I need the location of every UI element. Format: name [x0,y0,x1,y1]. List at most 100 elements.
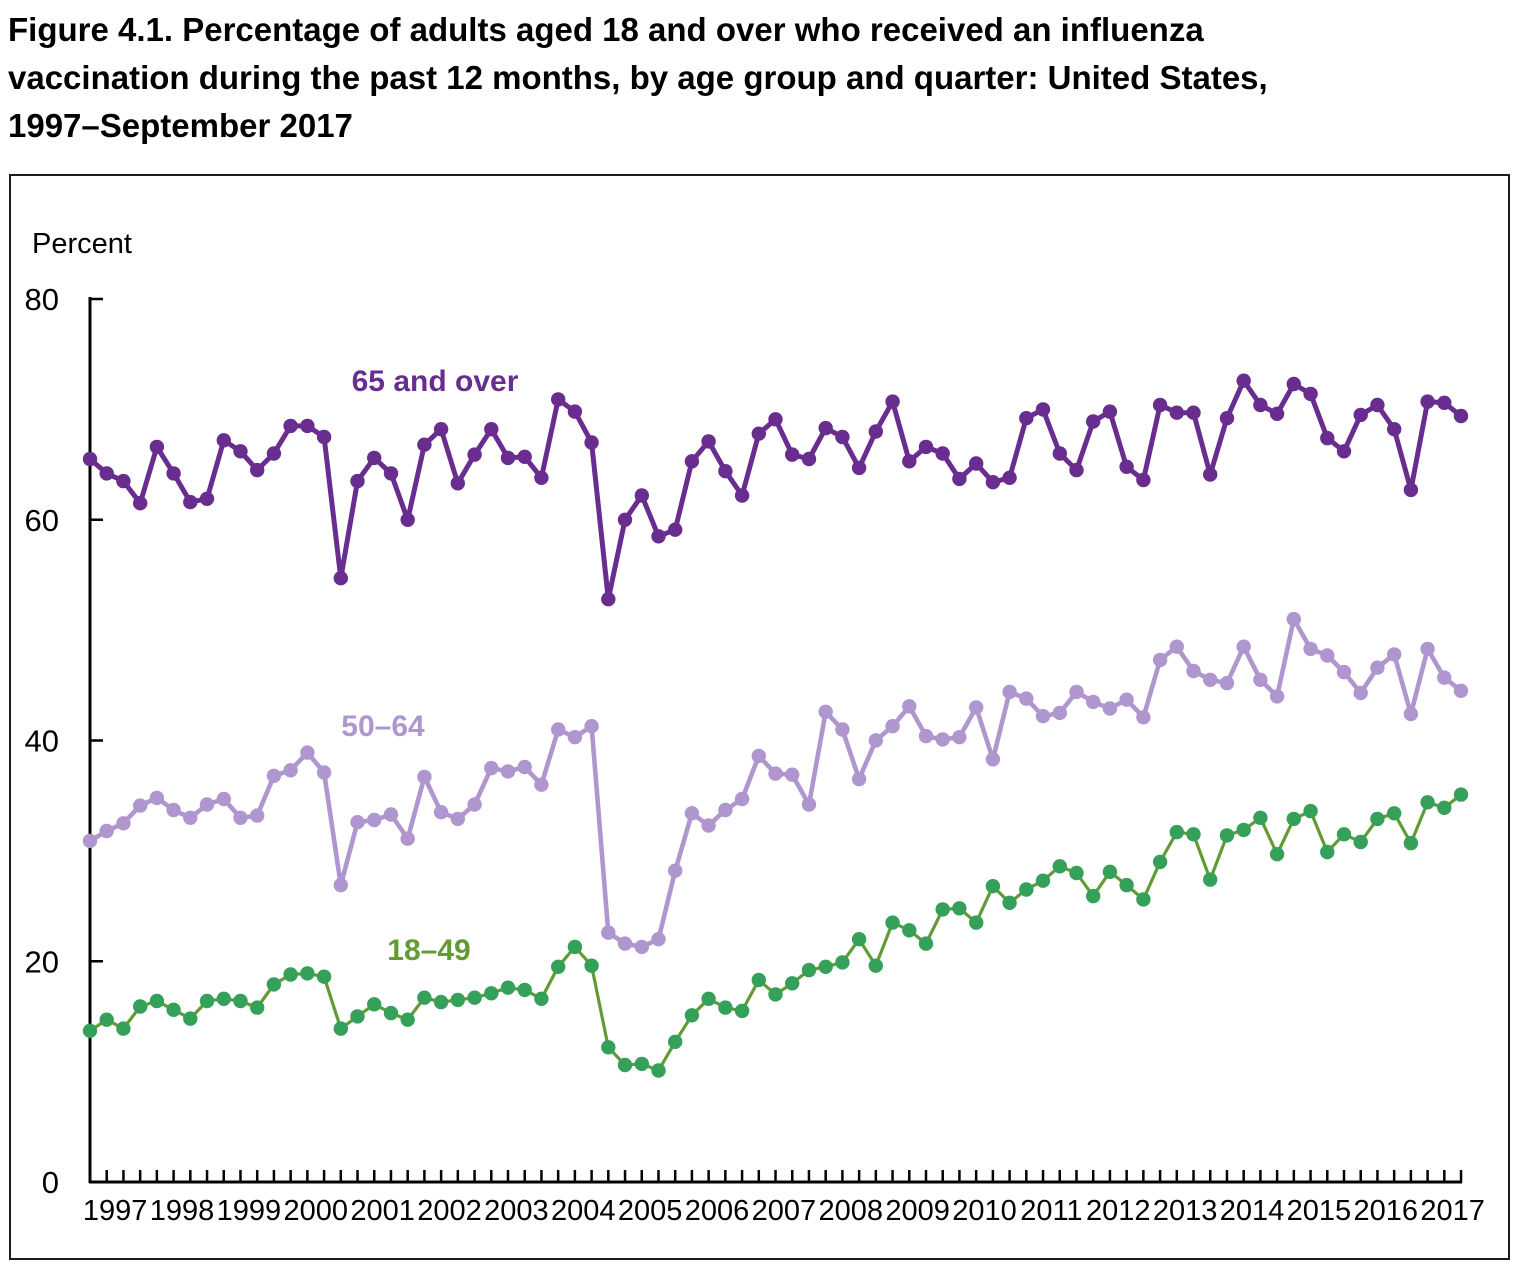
data-point [300,745,315,760]
data-point [450,811,465,827]
data-point [1086,414,1101,429]
data-point [383,1005,399,1021]
data-point [751,972,766,988]
figure-title-line-1: Figure 4.1. Percentage of adults aged 18… [8,11,1204,48]
data-point [316,429,332,445]
data-point [551,722,566,737]
data-point [99,1012,114,1027]
data-point [1186,663,1201,679]
data-point [99,466,114,481]
data-point [617,1057,633,1073]
data-point [634,939,649,955]
data-point [149,790,165,806]
data-point [751,748,766,764]
figure-title: Figure 4.1. Percentage of adults aged 18… [8,6,1524,150]
data-point [684,454,700,469]
data-point [500,450,516,466]
data-point [1169,405,1185,420]
data-point [885,719,900,734]
data-point [1453,683,1469,698]
data-point [517,449,532,464]
series-line [87,616,1464,950]
data-point [367,812,382,828]
x-year-label: 2001 [350,1195,415,1227]
data-point [133,798,148,813]
data-point [851,932,867,947]
data-point [952,901,967,916]
data-point [166,1002,181,1017]
data-point [1035,402,1051,417]
data-point [1286,811,1302,827]
data-point [1370,660,1385,675]
data-point [534,777,549,792]
data-point [133,999,148,1014]
x-year-label: 2013 [1153,1195,1218,1227]
data-point [400,512,415,527]
data-point [417,769,432,785]
data-point [283,967,298,982]
data-point [433,422,449,437]
data-point [1336,664,1352,680]
data-point [199,797,215,812]
data-point [467,990,482,1005]
data-point [734,488,750,503]
data-point [1320,844,1335,860]
data-point [1086,694,1101,710]
data-point [367,450,382,466]
data-point [551,959,566,974]
data-point [1119,692,1134,707]
data-point [433,994,449,1010]
data-point [400,831,415,846]
data-point [484,422,499,437]
y-tick-labels: 80 60 40 20 0 [25,282,59,1200]
data-point [233,810,248,825]
data-point [82,451,98,467]
data-point [935,446,950,461]
data-point [233,993,248,1009]
data-point [233,444,248,459]
data-point [868,958,883,973]
data-point [1102,701,1118,716]
x-year-label: 2005 [618,1195,683,1227]
data-point [1253,672,1268,687]
data-point [1035,873,1051,888]
data-point [668,1034,683,1049]
data-point [1286,376,1302,392]
data-point [918,439,934,455]
data-point [183,1011,198,1026]
data-point [400,1012,415,1027]
data-point [1387,806,1402,821]
series-line [88,792,1463,1073]
data-point [701,434,716,449]
data-point [484,760,499,776]
data-point [1186,405,1201,420]
data-point [1152,652,1168,668]
data-point [1387,422,1402,437]
data-point [534,470,549,485]
figure-title-line-2: vaccination during the past 12 months, b… [8,59,1268,96]
data-point [534,991,549,1006]
data-point [1152,854,1168,870]
data-point [183,494,198,510]
data-point [500,980,516,995]
data-point [316,969,332,984]
data-point [1203,467,1218,482]
x-year-label: 2009 [885,1195,950,1227]
data-point [266,977,282,992]
data-point [1203,872,1218,887]
data-point [902,699,917,714]
x-year-label: 2003 [484,1195,549,1227]
x-year-label: 2016 [1354,1195,1419,1227]
x-year-label: 2002 [417,1195,482,1227]
y-tick-label: 60 [25,503,59,538]
data-point [634,488,649,503]
data-point [283,418,298,434]
data-point [350,473,365,489]
data-point [601,925,616,940]
data-point [885,394,900,409]
data-point [785,767,800,782]
x-year-label: 2015 [1287,1195,1352,1227]
data-point [567,404,583,419]
x-year-label: 1998 [150,1195,215,1227]
data-point [768,412,783,427]
